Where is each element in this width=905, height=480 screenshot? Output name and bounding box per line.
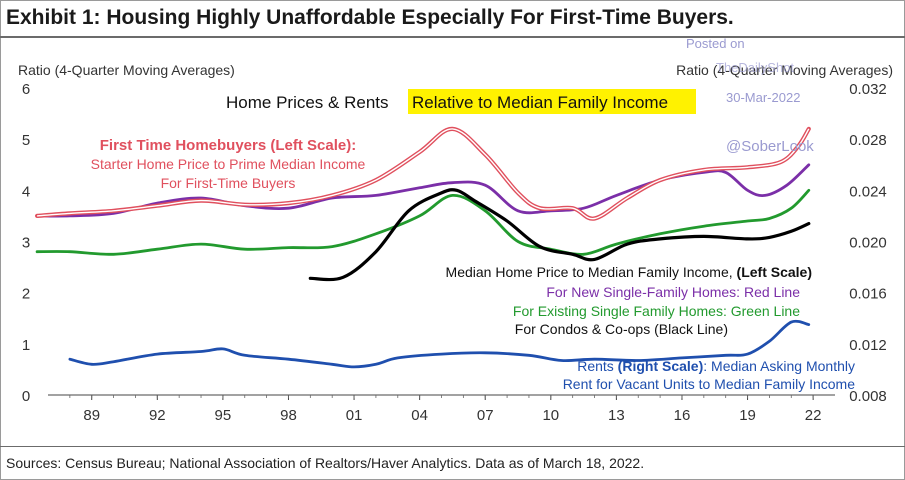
right-tick-label: 0.028 (849, 132, 887, 149)
median-label: Median Home Price to Median Family Incom… (446, 264, 812, 280)
series-line-rents (68, 319, 811, 369)
x-tick-label: 92 (149, 407, 166, 424)
x-tick-label: 22 (805, 407, 822, 424)
rents-label-line2: Rent for Vacant Units to Median Family I… (563, 376, 856, 392)
first-time-annotation-line2: Starter Home Price to Prime Median Incom… (91, 156, 366, 172)
first-time-annotation-line3: For First-Time Buyers (161, 175, 296, 191)
series-line-first-time-inner (37, 128, 810, 220)
left-tick-label: 1 (22, 337, 30, 354)
title-divider (0, 36, 905, 38)
watermark-handle: @SoberLook (726, 138, 814, 155)
new-single-label: For New Single-Family Homes: Red Line (546, 284, 800, 300)
left-tick-label: 6 (22, 81, 30, 98)
watermark-date: 30-Mar-2022 (726, 90, 800, 105)
right-tick-label: 0.008 (849, 388, 887, 405)
left-axis-title: Ratio (4-Quarter Moving Averages) (18, 62, 235, 78)
x-tick-label: 89 (83, 407, 100, 424)
x-tick-label: 19 (739, 407, 756, 424)
exhibit-title: Exhibit 1: Housing Highly Unaffordable E… (6, 6, 734, 29)
watermark-posted: Posted on (686, 36, 745, 51)
right-axis-title: Ratio (4-Quarter Moving Averages) (676, 62, 893, 78)
footer-divider (0, 446, 905, 447)
right-tick-label: 0.020 (849, 235, 887, 252)
chart-title-highlight: Relative to Median Family Income (412, 93, 668, 112)
left-tick-label: 2 (22, 286, 30, 303)
right-tick-label: 0.032 (849, 81, 887, 98)
left-tick-label: 4 (22, 183, 30, 200)
right-tick-label: 0.024 (849, 183, 887, 200)
right-tick-label: 0.012 (849, 337, 887, 354)
x-tick-label: 01 (346, 407, 363, 424)
series-line-condos (308, 188, 811, 282)
condos-label: For Condos & Co-ops (Black Line) (515, 321, 728, 337)
first-time-annotation-line1: First Time Homebuyers (Left Scale): (100, 137, 356, 154)
left-tick-label: 5 (22, 132, 30, 149)
series-line-existing-single (35, 188, 811, 256)
x-tick-label: 13 (608, 407, 625, 424)
x-tick-label: 04 (411, 407, 428, 424)
x-tick-label: 95 (215, 407, 232, 424)
existing-single-label: For Existing Single Family Homes: Green … (513, 303, 800, 319)
watermark-site: TheDailyShot (716, 60, 794, 75)
left-tick-label: 3 (22, 235, 30, 252)
rents-label-line1: Rents (Right Scale): Median Asking Month… (577, 358, 855, 374)
title-highlight (408, 89, 696, 114)
x-tick-label: 98 (280, 407, 297, 424)
x-tick-label: 10 (542, 407, 559, 424)
series-line-new-single (35, 163, 811, 218)
chart-title-plain: Home Prices & Rents (226, 93, 389, 112)
right-tick-label: 0.016 (849, 286, 887, 303)
chart-svg: Ratio (4-Quarter Moving Averages) Ratio … (18, 36, 893, 424)
x-tick-label: 07 (477, 407, 494, 424)
left-tick-label: 0 (22, 388, 30, 405)
source-note: Sources: Census Bureau; National Associa… (6, 455, 645, 471)
x-tick-label: 16 (674, 407, 691, 424)
